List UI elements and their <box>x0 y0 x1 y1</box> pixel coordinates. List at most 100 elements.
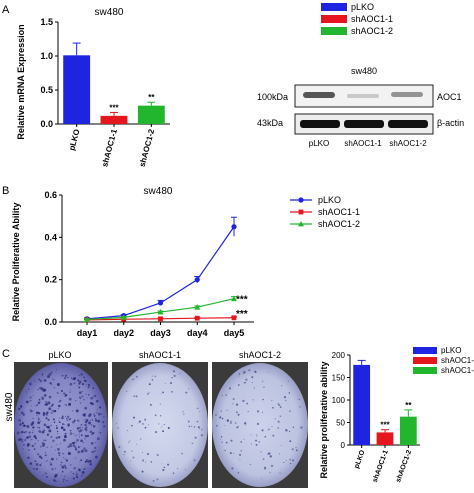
panel-b: B sw480 Relative Proliferative Ability 0… <box>0 170 474 345</box>
colony-dot <box>172 472 175 474</box>
colony-dot <box>63 478 65 481</box>
colony-dot <box>42 444 45 447</box>
colony-dot <box>39 379 43 383</box>
colony-dot <box>235 411 238 414</box>
colony-dot <box>31 421 35 424</box>
colony-dot <box>238 375 240 377</box>
colony-dot <box>292 426 295 428</box>
colony-dot <box>94 446 97 449</box>
legend-swatch <box>413 347 437 354</box>
colony-dot <box>95 411 97 414</box>
colony-dot <box>279 472 281 474</box>
colony-dot <box>75 409 79 413</box>
colony-dot <box>21 440 24 443</box>
point-pLKO <box>231 224 237 230</box>
colony-dot <box>70 443 73 445</box>
y-tick-label: 0.5 <box>40 85 53 95</box>
colony-dot <box>172 370 175 373</box>
colony-dot <box>284 399 287 402</box>
colony-dot <box>254 370 257 373</box>
colony-dot <box>69 391 71 393</box>
legend-label: shAOC1-2 <box>351 26 393 36</box>
colony-dot <box>43 429 46 432</box>
bar-shAOC1-1 <box>376 432 394 445</box>
colony-dot <box>225 394 227 396</box>
colony-dot <box>48 409 50 411</box>
colony-dot <box>123 454 125 456</box>
colony-dot <box>74 446 77 449</box>
colony-dot <box>75 473 78 476</box>
colony-dot <box>117 427 119 429</box>
colony-dot <box>142 422 144 425</box>
legend-swatch <box>413 357 437 364</box>
colony-dot <box>261 429 264 432</box>
colony-dot <box>70 464 72 466</box>
colony-dot <box>188 425 191 428</box>
colony-dot <box>34 460 37 463</box>
colony-dot <box>64 395 67 397</box>
colony-dot <box>37 388 39 391</box>
colony-dot <box>185 469 186 471</box>
colony-dot <box>51 409 53 411</box>
colony-dot <box>196 407 199 410</box>
colony-dot <box>289 458 292 461</box>
colony-dot <box>36 426 38 428</box>
colony-dot <box>170 382 172 385</box>
colony-dot <box>77 379 80 382</box>
x-tick-label: shAOC1-2 <box>395 449 413 483</box>
blot-band-actin-sh2 <box>388 120 428 128</box>
colony-dot <box>135 395 138 398</box>
legend-label: pLKO <box>318 195 341 205</box>
colony-dot <box>142 459 145 462</box>
colony-dot <box>151 375 153 377</box>
colony-dot <box>185 391 188 394</box>
colony-dot <box>23 443 25 446</box>
point-shAOC1-2 <box>194 304 201 310</box>
colony-dot <box>78 426 81 429</box>
colony-dot <box>240 449 242 452</box>
plate-label-sh1: shAOC1-1 <box>139 350 181 360</box>
colony-dot <box>230 422 232 424</box>
colony-dot <box>89 430 93 434</box>
colony-dot <box>67 415 70 418</box>
colony-dot <box>57 480 59 482</box>
colony-dot <box>95 419 98 422</box>
colony-dot <box>40 462 42 464</box>
colony-dot <box>79 402 82 404</box>
bar-pLKO <box>63 55 91 124</box>
colony-dot <box>69 389 71 391</box>
colony-dot <box>64 432 67 435</box>
colony-dot <box>83 413 86 416</box>
colony-dot <box>32 395 34 397</box>
colony-dot <box>57 451 61 455</box>
colony-dot <box>83 398 85 401</box>
colony-dot <box>42 412 46 415</box>
colony-dot <box>85 393 87 395</box>
colony-dot <box>61 416 64 420</box>
colony-dot <box>75 400 77 402</box>
colony-dot <box>225 441 228 444</box>
colony-dot <box>244 424 246 426</box>
colony-dot <box>220 435 223 438</box>
colony-dot <box>64 403 66 405</box>
panel-c-letter: C <box>2 348 10 360</box>
colony-dot <box>78 382 81 385</box>
colony-dot <box>40 420 42 422</box>
colony-dot <box>239 459 241 460</box>
colony-dot <box>46 412 49 414</box>
colony-dot <box>179 373 181 375</box>
colony-dot <box>43 423 47 427</box>
colony-dot <box>81 470 85 474</box>
colony-dot <box>40 445 42 448</box>
colony-dot <box>236 426 239 429</box>
legend-swatch <box>321 15 347 23</box>
colony-dot <box>289 410 291 412</box>
x-tick-label: day3 <box>150 328 171 338</box>
colony-dot <box>260 478 262 480</box>
colony-dot <box>84 420 88 424</box>
colony-dot <box>31 431 34 434</box>
colony-dot <box>43 439 45 442</box>
colony-dot <box>84 437 86 440</box>
colony-dot <box>246 402 249 405</box>
colony-dot <box>67 445 70 449</box>
